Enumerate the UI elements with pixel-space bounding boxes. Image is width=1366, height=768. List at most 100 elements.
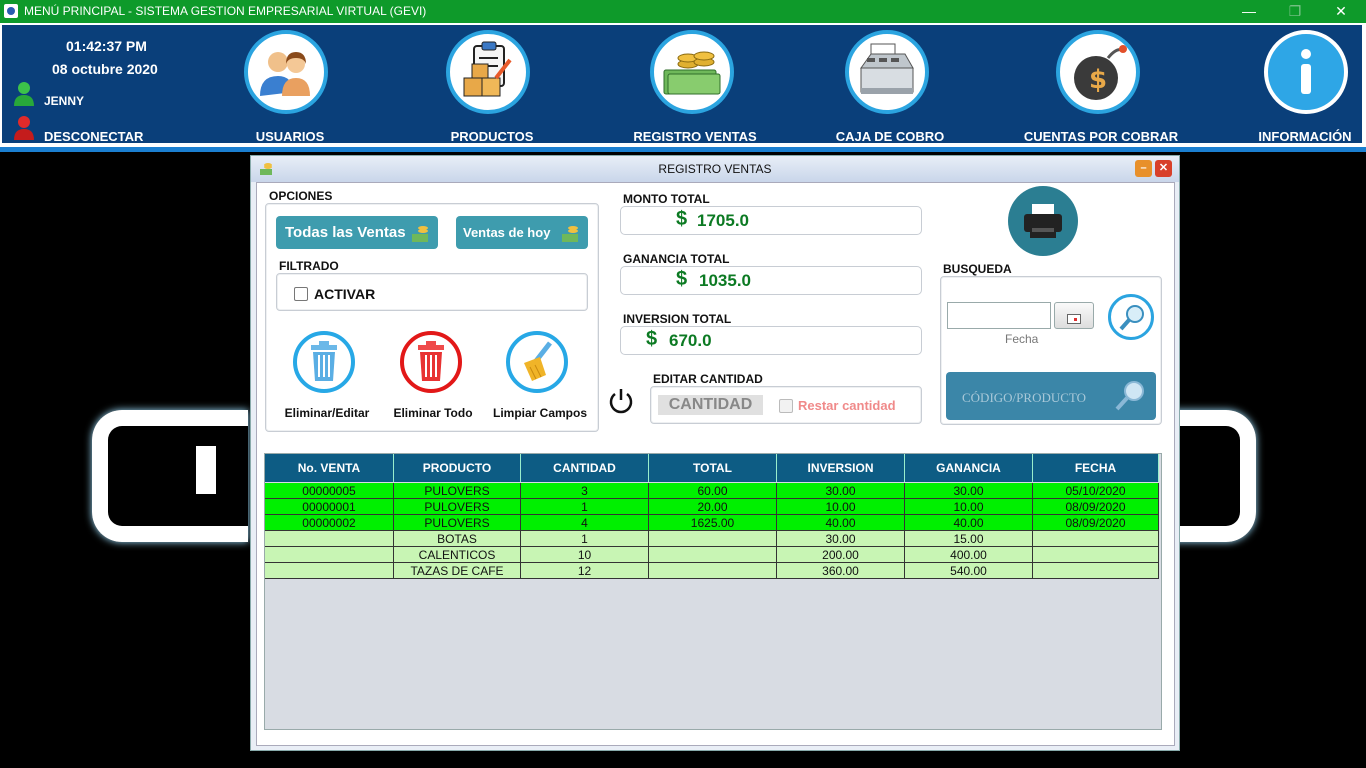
table-cell: 1 (521, 531, 649, 547)
dialog-minimize-button[interactable]: – (1135, 160, 1152, 177)
table-cell (1033, 563, 1159, 579)
money-stack-icon[interactable] (650, 30, 734, 114)
date-caption: Fecha (1005, 332, 1039, 346)
table-cell: PULOVERS (394, 499, 521, 515)
nav-sales-register[interactable]: REGISTRO VENTAS (633, 129, 757, 144)
table-cell: 00000001 (265, 499, 394, 515)
trash-blue-icon[interactable] (293, 331, 355, 393)
nav-products[interactable]: PRODUCTOS (450, 129, 534, 144)
table-cell: 00000002 (265, 515, 394, 531)
table-cell: TAZAS DE CAFE (394, 563, 521, 579)
table-row[interactable]: BOTAS 1 30.00 15.00 (265, 531, 1159, 547)
disconnect-button[interactable]: DESCONECTAR (44, 129, 144, 144)
table-cell: 540.00 (905, 563, 1033, 579)
total-profit-label: GANANCIA TOTAL (623, 252, 730, 266)
table-cell: 10.00 (777, 499, 905, 515)
broom-icon[interactable] (506, 331, 568, 393)
dialog-title: REGISTRO VENTAS (658, 162, 772, 176)
total-investment-value: 670.0 (669, 331, 712, 350)
dollar-icon: $ (676, 268, 688, 290)
disconnect-icon[interactable] (12, 115, 36, 141)
table-row[interactable]: 00000002 PULOVERS 4 1625.00 40.00 40.00 … (265, 515, 1159, 531)
activate-filter-checkbox[interactable] (294, 287, 308, 301)
trash-red-icon[interactable] (400, 331, 462, 393)
all-sales-button[interactable]: Todas las Ventas (276, 216, 438, 249)
code-product-button[interactable]: CÓDIGO/PRODUCTO (946, 372, 1156, 420)
clock-date: 08 octubre 2020 (52, 61, 158, 77)
search-date-button[interactable] (1108, 294, 1154, 340)
table-cell (649, 531, 777, 547)
subtract-quantity-checkbox[interactable] (779, 399, 793, 413)
code-product-label: CÓDIGO/PRODUCTO (962, 390, 1086, 405)
nav-cash-register[interactable]: CAJA DE COBRO (835, 129, 945, 144)
magnifier-icon (1112, 378, 1148, 419)
info-icon[interactable] (1264, 30, 1348, 114)
delete-all-label[interactable]: Eliminar Todo (393, 406, 473, 420)
restore-button[interactable]: ❐ (1288, 3, 1302, 19)
table-cell (265, 547, 394, 563)
close-button[interactable]: ✕ (1335, 3, 1347, 19)
col-investment[interactable]: INVERSION (777, 454, 905, 482)
col-sale-number[interactable]: No. VENTA (265, 454, 394, 482)
dialog-close-button[interactable]: ✕ (1155, 160, 1172, 177)
total-amount-field: $ 1705.0 (620, 206, 922, 235)
power-icon[interactable] (606, 385, 636, 415)
col-quantity[interactable]: CANTIDAD (521, 454, 649, 482)
table-cell (265, 531, 394, 547)
table-row[interactable]: 00000005 PULOVERS 3 60.00 30.00 30.00 05… (265, 483, 1159, 499)
table-cell: 1 (521, 499, 649, 515)
table-cell: 30.00 (905, 483, 1033, 499)
table-cell: CALENTICOS (394, 547, 521, 563)
clear-fields-label[interactable]: Limpiar Campos (492, 406, 588, 420)
nav-users[interactable]: USUARIOS (255, 129, 325, 144)
edit-quantity-label: EDITAR CANTIDAD (653, 372, 763, 386)
col-profit[interactable]: GANANCIA (905, 454, 1033, 482)
calendar-button[interactable] (1054, 302, 1094, 329)
col-product[interactable]: PRODUCTO (394, 454, 521, 482)
table-cell: 20.00 (649, 499, 777, 515)
table-cell: 4 (521, 515, 649, 531)
debt-bomb-icon[interactable]: $ (1056, 30, 1140, 114)
table-cell: BOTAS (394, 531, 521, 547)
quantity-input[interactable]: CANTIDAD (658, 395, 763, 415)
calendar-icon (1067, 311, 1081, 329)
table-cell: 40.00 (777, 515, 905, 531)
table-cell: 10 (521, 547, 649, 563)
col-total[interactable]: TOTAL (649, 454, 777, 482)
printer-icon[interactable] (1008, 186, 1078, 256)
today-sales-button[interactable]: Ventas de hoy (456, 216, 588, 249)
users-icon[interactable] (244, 30, 328, 114)
table-cell: 60.00 (649, 483, 777, 499)
delete-edit-label[interactable]: Eliminar/Editar (284, 406, 370, 420)
table-row[interactable]: CALENTICOS 10 200.00 400.00 (265, 547, 1159, 563)
table-cell: 08/09/2020 (1033, 499, 1159, 515)
table-cell: 12 (521, 563, 649, 579)
today-sales-label: Ventas de hoy (463, 225, 551, 240)
table-cell: 30.00 (777, 483, 905, 499)
table-row[interactable]: 00000001 PULOVERS 1 20.00 10.00 10.00 08… (265, 499, 1159, 515)
cash-register-icon[interactable] (845, 30, 929, 114)
table-cell: PULOVERS (394, 483, 521, 499)
dialog-title-bar: REGISTRO VENTAS – ✕ (251, 156, 1179, 182)
search-label: BUSQUEDA (943, 262, 1012, 276)
table-cell: 30.00 (777, 531, 905, 547)
nav-information[interactable]: INFORMACIÓN (1258, 129, 1352, 144)
money-icon (410, 222, 432, 249)
total-investment-field: $ 670.0 (620, 326, 922, 355)
products-icon[interactable] (446, 30, 530, 114)
sales-table: No. VENTA PRODUCTO CANTIDAD TOTAL INVERS… (264, 453, 1162, 730)
app-icon (4, 4, 18, 18)
user-icon (12, 81, 36, 107)
table-cell: 40.00 (905, 515, 1033, 531)
dollar-icon: $ (676, 208, 688, 230)
table-cell (1033, 547, 1159, 563)
header-divider (0, 147, 1366, 152)
nav-accounts-receivable[interactable]: CUENTAS POR COBRAR (1023, 129, 1179, 144)
table-cell (1033, 531, 1159, 547)
total-investment-label: INVERSION TOTAL (623, 312, 732, 326)
date-input[interactable] (947, 302, 1051, 329)
table-row[interactable]: TAZAS DE CAFE 12 360.00 540.00 (265, 563, 1159, 579)
minimize-button[interactable]: — (1242, 3, 1256, 19)
col-date[interactable]: FECHA (1033, 454, 1159, 482)
table-cell: 05/10/2020 (1033, 483, 1159, 499)
